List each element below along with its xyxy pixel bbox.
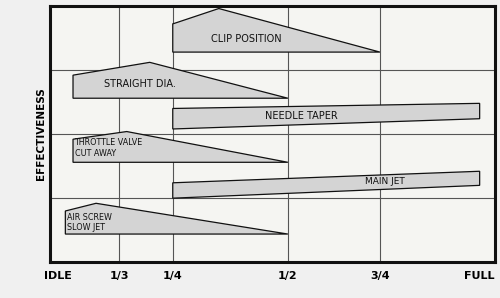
Polygon shape — [73, 131, 288, 162]
Polygon shape — [73, 62, 288, 98]
Polygon shape — [173, 171, 480, 198]
Polygon shape — [66, 203, 288, 234]
Text: MAIN JET: MAIN JET — [364, 177, 405, 186]
Y-axis label: EFFECTIVENESS: EFFECTIVENESS — [36, 88, 46, 181]
Polygon shape — [173, 9, 380, 52]
Text: AIR SCREW
SLOW JET: AIR SCREW SLOW JET — [67, 213, 112, 232]
Text: THROTTLE VALVE
CUT AWAY: THROTTLE VALVE CUT AWAY — [74, 139, 143, 158]
Text: NEEDLE TAPER: NEEDLE TAPER — [265, 111, 338, 121]
Text: STRAIGHT DIA.: STRAIGHT DIA. — [104, 79, 176, 89]
Text: CLIP POSITION: CLIP POSITION — [211, 34, 282, 44]
Polygon shape — [173, 103, 480, 129]
